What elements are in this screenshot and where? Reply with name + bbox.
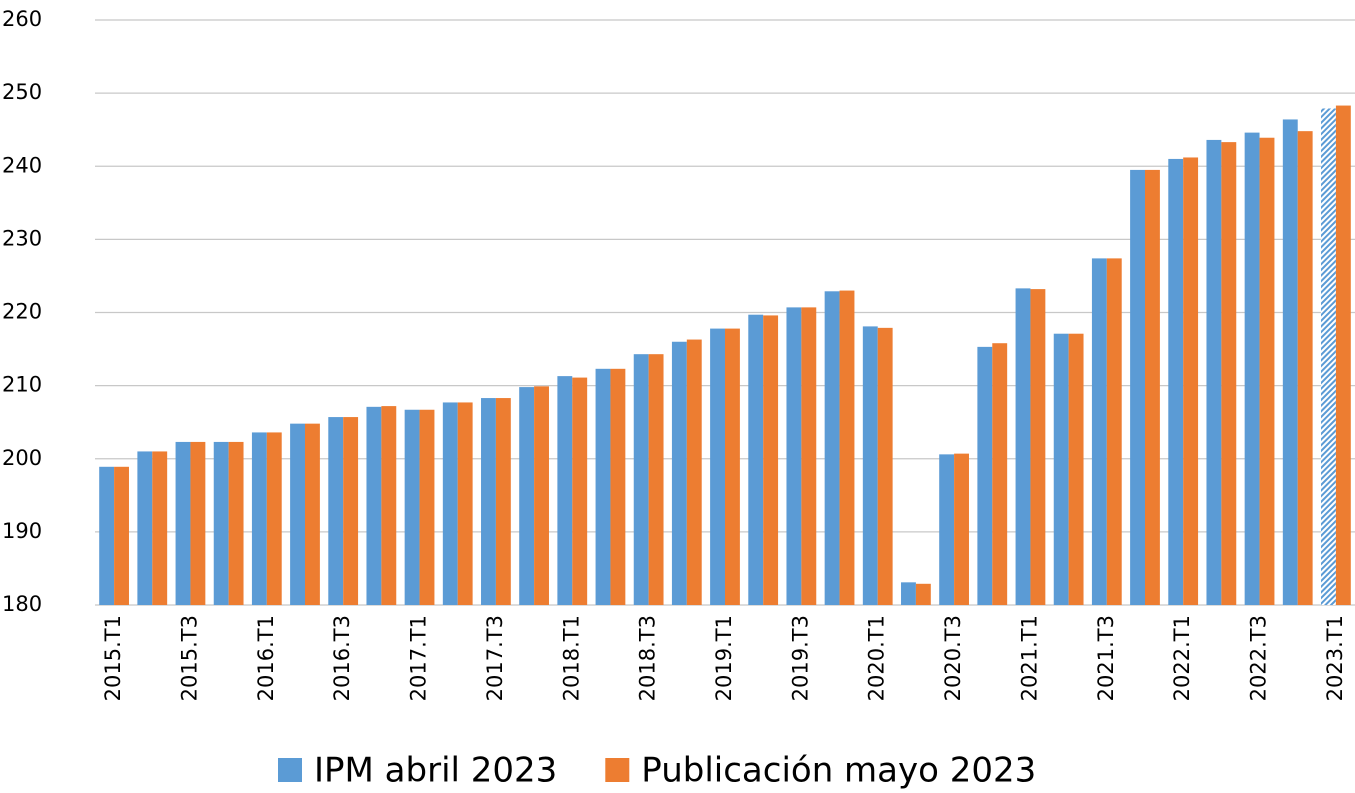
x-tick-label: 2020.T1 (865, 615, 889, 701)
bar (725, 328, 740, 605)
x-tick-label: 2019.T3 (788, 615, 812, 701)
bar (939, 454, 955, 605)
bar (343, 417, 359, 605)
bar (114, 466, 129, 605)
bar (1221, 142, 1237, 605)
y-tick-label: 210 (2, 373, 42, 397)
bar (633, 354, 649, 605)
bar (1068, 333, 1084, 605)
bar (190, 441, 206, 605)
bar (290, 423, 305, 605)
bar (404, 409, 420, 605)
y-tick-label: 230 (2, 226, 42, 250)
legend-text: Publicación mayo 2023 (641, 751, 1036, 791)
x-tick-label: 2020.T3 (941, 615, 965, 701)
y-tick-label: 220 (2, 300, 42, 324)
bar (915, 583, 931, 605)
bar (671, 341, 687, 605)
bar (572, 377, 588, 605)
bar (381, 406, 397, 605)
y-tick-label: 190 (2, 519, 42, 543)
bar (748, 314, 764, 605)
bar (1106, 258, 1122, 605)
bar (251, 432, 267, 605)
x-tick-label: 2022.T1 (1170, 615, 1194, 701)
bar (1321, 108, 1336, 605)
bar (152, 451, 168, 605)
bar (99, 466, 115, 605)
bar (1130, 169, 1145, 605)
bar (686, 339, 702, 605)
bar (419, 409, 435, 605)
bar (328, 417, 344, 605)
bar (610, 368, 626, 605)
bar (763, 315, 779, 605)
x-tick-label: 2016.T1 (254, 615, 278, 701)
x-tick-label: 2019.T1 (712, 615, 736, 701)
bar (228, 441, 244, 605)
bar (992, 343, 1008, 605)
legend-swatch (605, 758, 630, 782)
bar (519, 387, 535, 605)
bar (954, 453, 969, 605)
y-tick-label: 260 (2, 7, 42, 31)
bar (1145, 169, 1160, 605)
bar (1030, 289, 1046, 605)
bar (1206, 139, 1222, 606)
legend-text: IPM abril 2023 (314, 751, 557, 791)
bar (1168, 158, 1184, 605)
bar (595, 368, 611, 605)
bar (1244, 132, 1260, 606)
y-tick-label: 240 (2, 153, 42, 177)
bar (977, 346, 993, 605)
bar (534, 386, 549, 605)
x-tick-label: 2017.T1 (407, 615, 431, 701)
bar (786, 307, 802, 605)
legend-swatch (278, 758, 302, 782)
y-tick-label: 200 (2, 446, 42, 470)
bar (1053, 333, 1069, 605)
bar (457, 402, 473, 605)
bar (442, 402, 458, 605)
x-tick-label: 2018.T3 (636, 615, 660, 701)
bar (877, 327, 893, 605)
bar (1282, 119, 1298, 605)
bar (366, 406, 382, 605)
bar (839, 290, 855, 605)
bar (213, 441, 229, 605)
bar (1015, 288, 1031, 605)
bar (1183, 157, 1199, 605)
bar (1259, 137, 1275, 605)
bar (901, 582, 916, 605)
y-tick-label: 180 (2, 592, 42, 616)
bar (1091, 258, 1107, 605)
bar (862, 326, 878, 605)
bar (495, 398, 511, 605)
bar (1335, 105, 1351, 606)
x-tick-label: 2017.T3 (483, 615, 507, 701)
bar (824, 291, 840, 605)
bar (710, 328, 725, 605)
bar (648, 354, 664, 605)
bar (557, 376, 573, 605)
bar (305, 423, 320, 605)
bar (266, 432, 282, 605)
x-tick-label: 2023.T1 (1323, 615, 1347, 701)
bar (481, 398, 496, 605)
bar (1297, 131, 1313, 605)
bar (801, 307, 817, 605)
x-tick-label: 2015.T1 (101, 615, 125, 701)
y-tick-label: 250 (2, 80, 42, 104)
x-tick-label: 2018.T1 (559, 615, 583, 701)
bar (137, 451, 153, 605)
x-tick-label: 2016.T3 (330, 615, 354, 701)
x-tick-label: 2021.T3 (1094, 615, 1118, 701)
x-tick-label: 2021.T1 (1017, 615, 1041, 701)
x-tick-label: 2015.T3 (177, 615, 201, 701)
x-tick-label: 2022.T3 (1247, 615, 1271, 701)
bar (175, 441, 191, 605)
